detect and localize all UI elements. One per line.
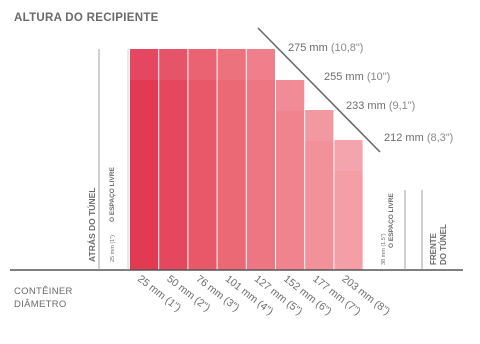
diameter-labels: 25 mm (1")50 mm (2")76 mm (3")101 mm (4"…: [135, 273, 392, 318]
container-bar-top-band: [159, 49, 188, 80]
back-tunnel-label: ATRÁS DO TÚNEL: [86, 188, 97, 262]
back-space-size: 25 mm (1"): [110, 235, 116, 262]
height-limit-line: [257, 27, 381, 153]
front-tunnel-label-line1: FRENTE: [429, 232, 438, 265]
container-bar: [276, 80, 305, 270]
container-bar-top-band: [246, 49, 275, 80]
container-bar-top-band: [217, 49, 246, 80]
back-space-label: O ESPAÇO LIVRE: [109, 167, 116, 222]
height-label-255: 255 mm (10"): [324, 71, 390, 83]
container-bar: [305, 110, 334, 270]
container-bar: [130, 49, 159, 270]
container-bar-top-band: [130, 49, 159, 80]
container-bar: [159, 49, 188, 270]
container-bar: [246, 49, 275, 270]
front-space-size: 38 mm (1.5"): [381, 233, 387, 265]
container-bar: [217, 49, 246, 270]
container-bar-top-band: [276, 80, 305, 111]
height-label-212: 212 mm (8,3"): [384, 132, 453, 144]
bars-group: [130, 49, 363, 270]
container-bar: [334, 140, 363, 270]
container-bar: [188, 49, 217, 270]
container-label-line1: CONTÊINER: [14, 286, 73, 297]
height-label-233: 233 mm (9,1"): [346, 100, 415, 112]
container-bar-top-band: [188, 49, 217, 80]
height-label-275: 275 mm (10,8"): [288, 42, 363, 54]
front-space-label: O ESPAÇO LIVRE: [388, 193, 395, 248]
container-bar-top-band: [334, 140, 363, 171]
container-label-line2: DIÂMETRO: [14, 299, 67, 310]
container-bar-top-band: [305, 110, 334, 141]
diagram-title: ALTURA DO RECIPIENTE: [14, 12, 159, 24]
front-tunnel-label-line2: DO TÚNEL: [439, 224, 448, 265]
